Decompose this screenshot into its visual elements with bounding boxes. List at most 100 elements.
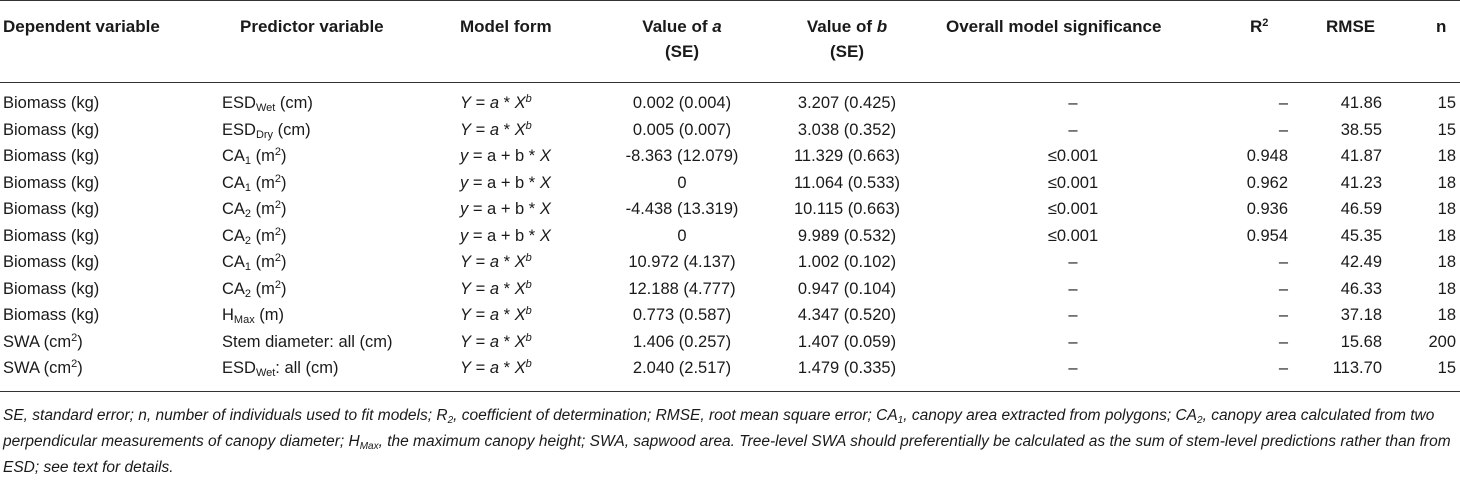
header-r2-base: R [1250,17,1263,36]
model-exp: b [525,119,532,132]
cell-dependent: Biomass (kg) [3,143,99,169]
model-x: X [514,306,526,324]
header-value-a-var: a [712,17,722,36]
cell-value-a: 1.406 (0.257) [632,332,732,351]
cell-rmse: 38.55 [1340,120,1382,139]
cell-value-a: 0.002 (0.004) [632,94,732,112]
cell-r2: 0.962 [1246,173,1288,192]
cell-dependent: Biomass (kg) [3,249,99,275]
footnote-part: , canopy area extracted from polygons; C… [903,407,1198,424]
predictor-rest: (m) [254,306,285,324]
predictor-text: ESD [222,359,256,377]
header-value-b-text: Value of [806,17,877,36]
cell-value-b: 3.038 (0.352) [797,120,897,139]
footnote-part: , coefficient of determination; RMSE, ro… [453,407,898,424]
table-row: Biomass (kg) CA1 (m2) y = a + b * X -8.363 … [0,143,1460,169]
cell-rmse: 15.68 [1340,332,1382,351]
predictor-sup: 2 [274,252,281,264]
header-r2-sup: 2 [1262,17,1269,29]
predictor-sup: 2 [274,146,281,158]
cell-model-form: Y = a * Xb [460,355,532,381]
model-op: * [499,253,515,271]
cell-predictor: ESDWet (cm) [222,90,313,116]
cell-significance: – [1068,94,1078,112]
model-y: y [460,147,469,165]
cell-dependent: SWA (cm2) [3,358,83,378]
table-row: Biomass (kg) CA2 (m2) Y = a * Xb 12.188 (4.… [0,276,1460,302]
predictor-sup: 2 [274,225,281,238]
cell-value-a: 2.040 (2.517) [632,359,732,377]
cell-value-b: 1.002 (0.102) [797,253,897,271]
model-exp: b [525,93,532,105]
model-a: a [489,332,500,351]
model-op: * [499,120,515,139]
model-y: Y [460,306,472,324]
cell-r2: 0.948 [1246,147,1288,165]
cell-value-a: 0 [677,173,687,192]
dependent-text: Biomass (kg) [3,120,100,139]
cell-rmse: 45.35 [1340,226,1382,245]
cell-r2: – [1278,332,1288,351]
header-model-form: Model form [460,17,552,36]
cell-n: 18 [1437,200,1456,218]
cell-r2: – [1278,279,1288,298]
predictor-tail: ) [281,279,287,298]
model-y: Y [460,359,472,377]
predictor-text: CA [222,200,245,218]
table-row: SWA (cm2) Stem diameter: all (cm) Y = a * … [0,329,1460,355]
cell-n: 18 [1437,226,1456,245]
cell-significance: – [1068,279,1078,298]
cell-dependent: Biomass (kg) [3,276,99,302]
model-eq: = a + b * [468,226,540,245]
cell-value-b: 0.947 (0.104) [797,279,897,298]
model-y: y [460,173,469,192]
predictor-sub: 2 [244,234,252,247]
model-eq: = [471,253,490,271]
predictor-text: ESD [222,120,256,139]
cell-model-form: y = a + b * X [460,196,551,222]
footnote-sub: 1 [897,415,904,426]
predictor-text: ESD [222,94,256,112]
model-op: * [499,279,515,298]
cell-significance: ≤0.001 [1047,173,1099,192]
cell-value-a: 12.188 (4.777) [628,279,736,298]
predictor-rest: (m [251,147,275,165]
model-a: a [489,359,500,377]
cell-significance: – [1068,253,1078,271]
cell-value-a: 0.773 (0.587) [632,306,732,324]
cell-rmse: 46.59 [1340,200,1382,218]
model-y: Y [460,94,472,112]
model-eq: = [471,306,490,324]
cell-significance: ≤0.001 [1047,147,1099,165]
predictor-text: CA [222,253,245,271]
table-row: Biomass (kg) CA1 (m2) Y = a * Xb 10.972 (4.… [0,249,1460,275]
dependent-text: Biomass (kg) [3,173,100,192]
cell-significance: – [1068,120,1078,139]
predictor-sub: Wet [255,367,276,379]
model-op: * [499,94,515,112]
footnote-part: SE, standard error; n, number of individ… [3,407,448,424]
model-exp: b [525,331,532,344]
cell-rmse: 42.49 [1340,253,1382,271]
model-y: Y [460,253,472,271]
header-bottom-rule [0,82,1460,83]
cell-predictor: CA2 (m2) [222,276,287,302]
model-x: X [514,120,526,139]
model-eq: = a + b * [468,173,540,192]
cell-predictor: CA1 (m2) [222,249,287,275]
predictor-rest: (m [251,200,275,218]
cell-value-b: 11.329 (0.663) [793,147,901,165]
dependent-text: Biomass (kg) [3,226,100,245]
model-y: y [460,226,469,245]
cell-rmse: 113.70 [1332,359,1382,377]
predictor-tail: ) [281,226,287,245]
model-a: a [489,279,500,298]
cell-n: 18 [1437,147,1456,165]
dependent-sup: 2 [71,358,78,370]
header-dependent-variable: Dependent variable [3,17,160,36]
footnote-sub: 2 [1197,415,1203,426]
table-row: Biomass (kg) CA2 (m2) y = a + b * X -4.438 … [0,196,1460,222]
cell-value-b: 1.407 (0.059) [797,332,897,351]
model-x: X [539,200,551,218]
cell-n: 18 [1437,279,1456,298]
